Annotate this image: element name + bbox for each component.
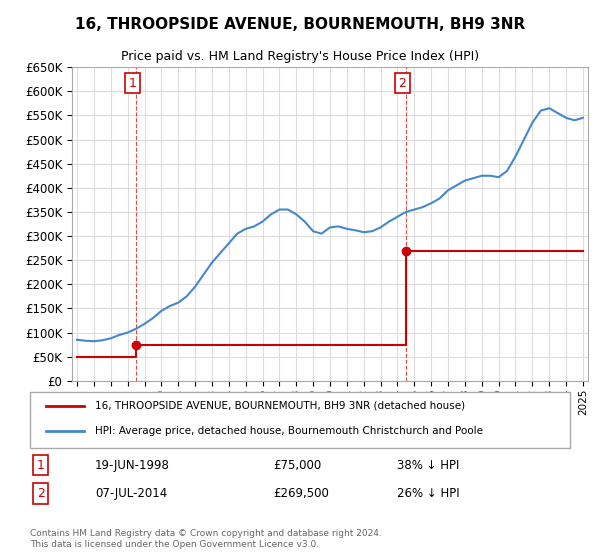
Text: 1: 1 bbox=[37, 459, 45, 472]
Text: 2: 2 bbox=[37, 487, 45, 500]
Text: 19-JUN-1998: 19-JUN-1998 bbox=[95, 459, 170, 472]
Text: 2: 2 bbox=[398, 77, 406, 90]
Text: £75,000: £75,000 bbox=[273, 459, 321, 472]
Text: 07-JUL-2014: 07-JUL-2014 bbox=[95, 487, 167, 500]
Text: £269,500: £269,500 bbox=[273, 487, 329, 500]
Text: 16, THROOPSIDE AVENUE, BOURNEMOUTH, BH9 3NR (detached house): 16, THROOPSIDE AVENUE, BOURNEMOUTH, BH9 … bbox=[95, 401, 465, 411]
Text: HPI: Average price, detached house, Bournemouth Christchurch and Poole: HPI: Average price, detached house, Bour… bbox=[95, 426, 483, 436]
Text: 38% ↓ HPI: 38% ↓ HPI bbox=[397, 459, 460, 472]
Text: Price paid vs. HM Land Registry's House Price Index (HPI): Price paid vs. HM Land Registry's House … bbox=[121, 50, 479, 63]
FancyBboxPatch shape bbox=[30, 392, 570, 448]
Text: Contains HM Land Registry data © Crown copyright and database right 2024.
This d: Contains HM Land Registry data © Crown c… bbox=[30, 529, 382, 549]
Text: 26% ↓ HPI: 26% ↓ HPI bbox=[397, 487, 460, 500]
Text: 1: 1 bbox=[129, 77, 137, 90]
Text: 16, THROOPSIDE AVENUE, BOURNEMOUTH, BH9 3NR: 16, THROOPSIDE AVENUE, BOURNEMOUTH, BH9 … bbox=[75, 17, 525, 32]
